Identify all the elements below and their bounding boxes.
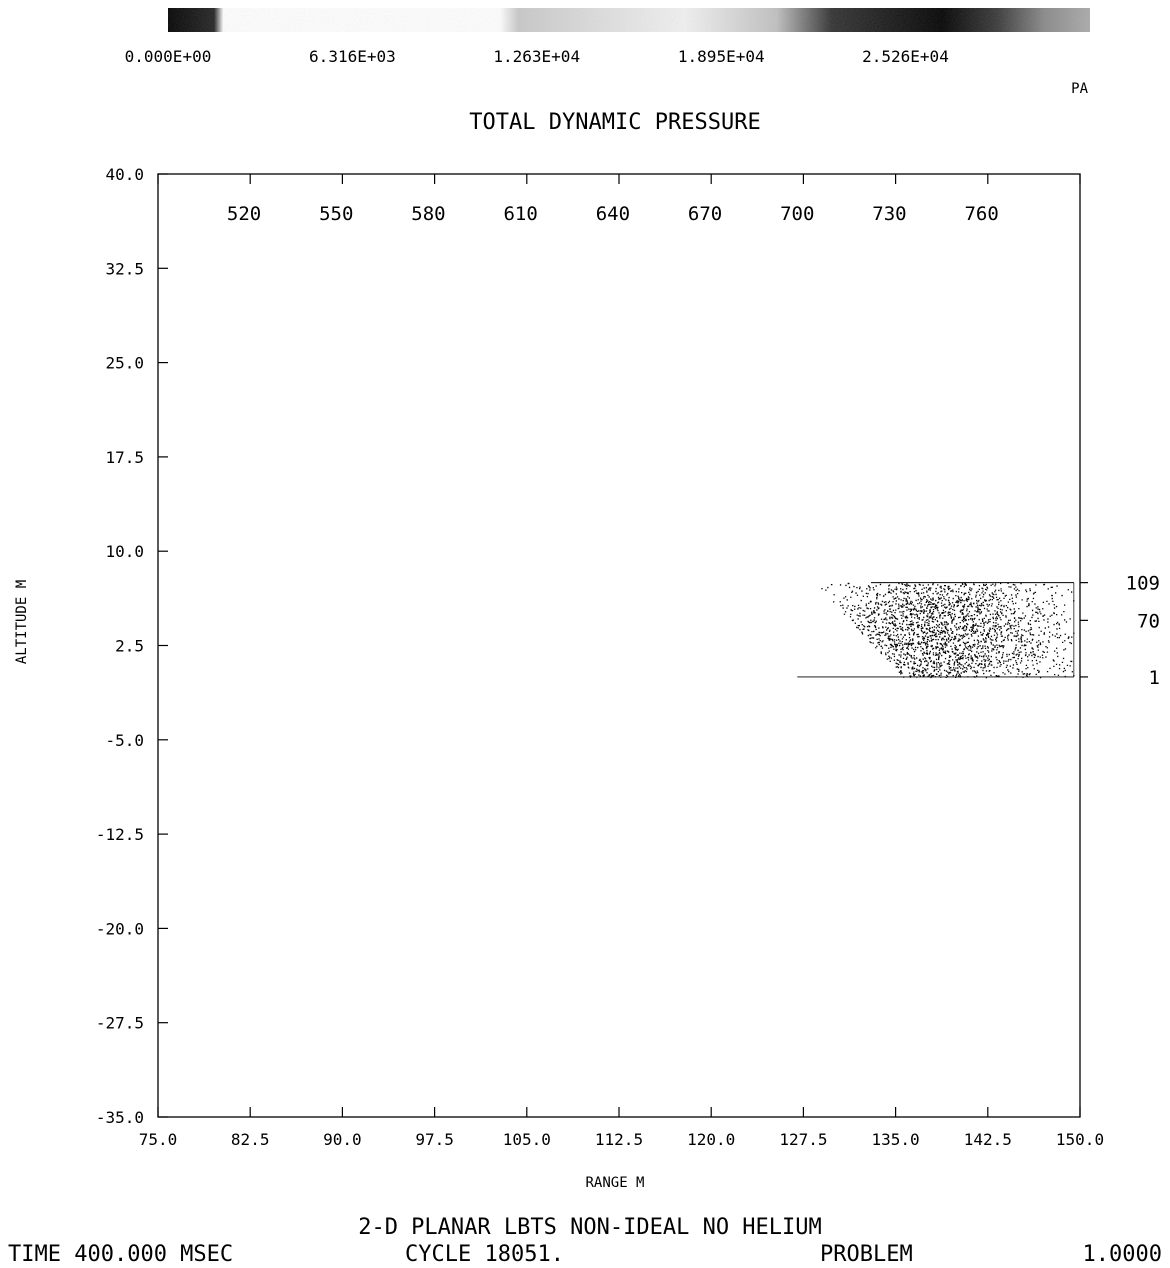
y-tick-label: 32.5 <box>105 259 144 278</box>
y-tick-label: 40.0 <box>105 165 144 184</box>
footer-cycle: CYCLE 18051. <box>405 1242 564 1267</box>
y-axis-label: ALTITUDE M <box>14 580 30 664</box>
right-index-label: 70 <box>1137 610 1160 632</box>
footer-description: 2-D PLANAR LBTS NON-IDEAL NO HELIUM <box>358 1215 822 1240</box>
top-index-label: 760 <box>964 203 998 225</box>
top-index-label: 610 <box>503 203 537 225</box>
top-index-label: 550 <box>319 203 353 225</box>
top-index-label: 580 <box>411 203 445 225</box>
x-tick-label: 135.0 <box>872 1130 920 1149</box>
x-tick-label: 150.0 <box>1056 1130 1104 1149</box>
y-tick-label: -20.0 <box>96 919 144 938</box>
y-tick-label: -12.5 <box>96 825 144 844</box>
right-index-label: 109 <box>1126 573 1160 595</box>
top-index-labels: 520 550 580 610 640 670 700 730 760 <box>227 203 999 225</box>
chart-title: TOTAL DYNAMIC PRESSURE <box>469 110 760 135</box>
y-tick-label: 17.5 <box>105 448 144 467</box>
pressure-stipple <box>821 582 1075 679</box>
colorbar-label: 1.263E+04 <box>493 47 580 66</box>
x-tick-label: 105.0 <box>503 1130 551 1149</box>
colorbar-label: 6.316E+03 <box>309 47 396 66</box>
x-tick-label: 142.5 <box>964 1130 1012 1149</box>
right-index-label: 1 <box>1149 667 1160 689</box>
x-axis-label: RANGE M <box>585 1175 644 1191</box>
x-tick-label: 90.0 <box>323 1130 362 1149</box>
colorbar-grain <box>168 8 1090 32</box>
y-axis-ticks: 40.0 32.5 25.0 17.5 10.0 2.5 -5.0 -12.5 -20.0 -27… <box>96 165 168 1127</box>
colorbar-label: 2.526E+04 <box>862 47 949 66</box>
x-tick-label: 82.5 <box>231 1130 270 1149</box>
y-tick-label: 25.0 <box>105 354 144 373</box>
footer-problem-label: PROBLEM <box>820 1242 913 1267</box>
y-tick-label: 2.5 <box>115 637 144 656</box>
y-tick-label: 10.0 <box>105 542 144 561</box>
pressure-region <box>797 582 1075 679</box>
footer-time: TIME 400.000 MSEC <box>8 1242 233 1267</box>
x-tick-label: 97.5 <box>415 1130 454 1149</box>
y-tick-label: -27.5 <box>96 1014 144 1033</box>
x-tick-label: 120.0 <box>687 1130 735 1149</box>
y-tick-label: -5.0 <box>105 731 144 750</box>
colorbar-label: 1.895E+04 <box>678 47 765 66</box>
right-index-labels: 109 70 1 <box>1080 573 1160 689</box>
top-index-label: 520 <box>227 203 261 225</box>
footer-problem-value: 1.0000 <box>1083 1242 1162 1267</box>
x-tick-label: 112.5 <box>595 1130 643 1149</box>
top-index-label: 640 <box>596 203 630 225</box>
y-tick-label: -35.0 <box>96 1108 144 1127</box>
top-index-label: 730 <box>872 203 906 225</box>
colorbar-unit: PA <box>1071 81 1088 97</box>
colorbar-label: 0.000E+00 <box>125 47 212 66</box>
x-tick-label: 75.0 <box>139 1130 178 1149</box>
x-tick-label: 127.5 <box>779 1130 827 1149</box>
top-index-label: 670 <box>688 203 722 225</box>
colorbar-labels: 0.000E+00 6.316E+03 1.263E+04 1.895E+04 2.52… <box>125 47 949 66</box>
top-index-label: 700 <box>780 203 814 225</box>
x-axis-ticks: 75.0 82.5 90.0 97.5 105.0 112.5 120.0 127.5 135.… <box>139 174 1104 1149</box>
